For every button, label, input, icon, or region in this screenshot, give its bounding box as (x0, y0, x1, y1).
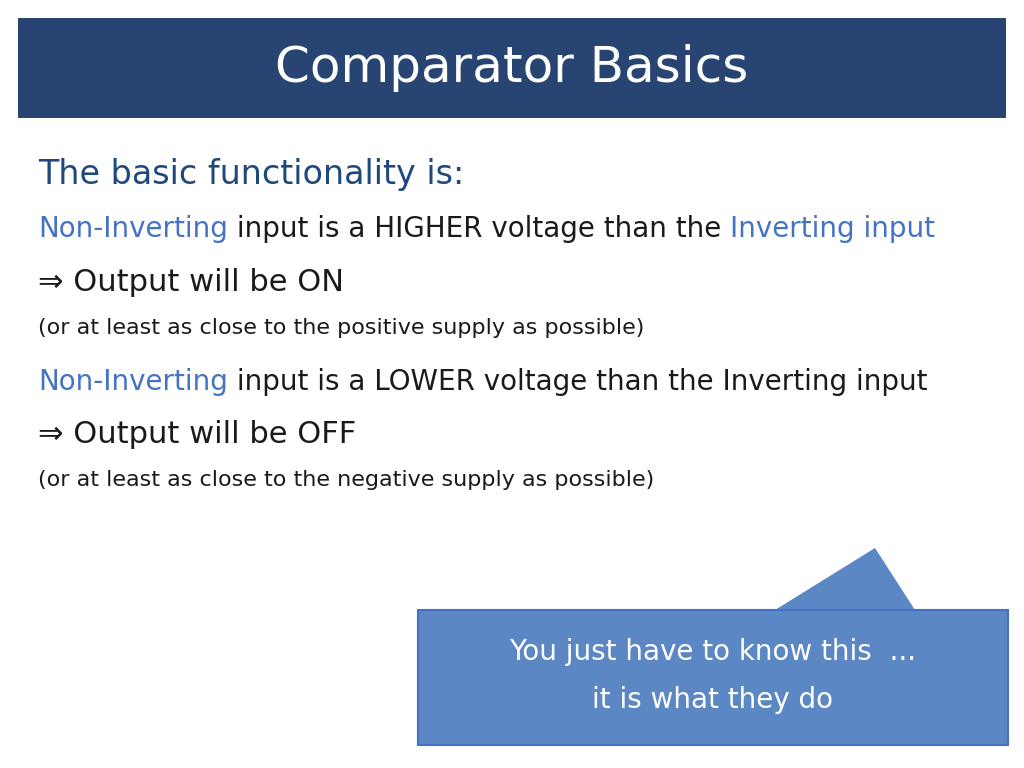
FancyBboxPatch shape (418, 610, 1008, 745)
Text: ⇒ Output will be OFF: ⇒ Output will be OFF (38, 420, 356, 449)
Polygon shape (775, 548, 915, 610)
Text: ⇒ Output will be ON: ⇒ Output will be ON (38, 268, 344, 297)
Text: The basic functionality is:: The basic functionality is: (38, 158, 464, 191)
FancyBboxPatch shape (18, 18, 1006, 118)
Text: input is a HIGHER voltage than the: input is a HIGHER voltage than the (228, 215, 730, 243)
Text: Non-Inverting: Non-Inverting (38, 368, 228, 396)
Text: Inverting input: Inverting input (730, 215, 935, 243)
Text: input is a LOWER voltage than the Inverting input: input is a LOWER voltage than the Invert… (228, 368, 928, 396)
Text: You just have to know this  ...: You just have to know this ... (509, 638, 916, 666)
Text: it is what they do: it is what they do (593, 686, 834, 714)
Text: Non-Inverting: Non-Inverting (38, 215, 228, 243)
Text: (or at least as close to the positive supply as possible): (or at least as close to the positive su… (38, 318, 644, 338)
Text: Comparator Basics: Comparator Basics (275, 44, 749, 92)
Text: (or at least as close to the negative supply as possible): (or at least as close to the negative su… (38, 470, 654, 490)
